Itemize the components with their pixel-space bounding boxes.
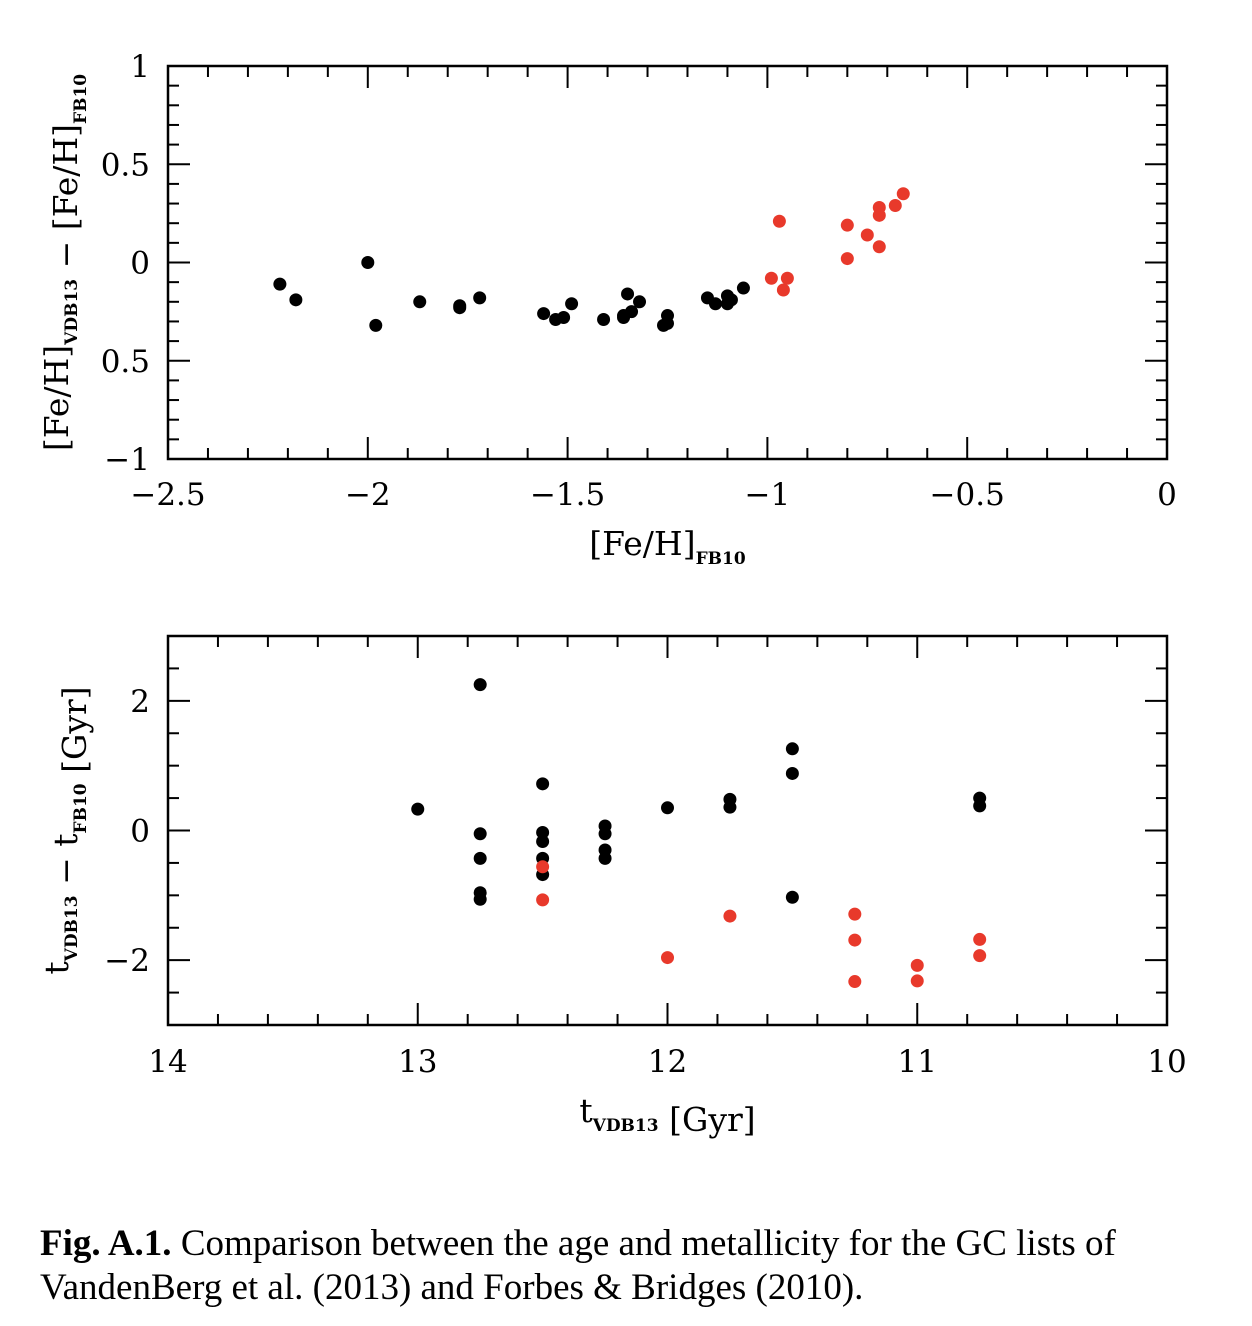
data-point-red — [840, 218, 854, 232]
data-point-red — [910, 958, 924, 972]
data-point-red — [872, 208, 886, 222]
x-tick-label: −2 — [345, 477, 391, 513]
data-point-black — [413, 295, 427, 309]
data-point-black — [473, 291, 487, 305]
x-tick-label: 11 — [898, 1044, 937, 1080]
data-point-black — [473, 827, 487, 841]
data-point-black — [453, 301, 467, 315]
data-point-red — [896, 187, 910, 201]
plot-frame — [166, 64, 1169, 461]
x-axis-label: [Fe/H]FB10 — [589, 524, 746, 569]
data-point-black — [289, 293, 303, 307]
data-point-red — [872, 240, 886, 254]
data-point-black — [536, 777, 550, 791]
y-tick-label: 0 — [130, 246, 150, 282]
figure-canvas: −2.5 −2 −1.5 −1 −0.5 0 −1 0.5 0 0.5 1 [Fe/H]FB10 [Fe… — [37, 49, 1187, 1139]
data-point-red — [661, 951, 674, 965]
data-point-black — [598, 827, 612, 841]
x-axis-label: tVDB13 [Gyr] — [579, 1091, 755, 1139]
y-tick-label: 2 — [130, 684, 150, 720]
data-point-red — [723, 909, 737, 923]
data-point-black — [785, 766, 799, 780]
data-point-red — [860, 228, 874, 242]
data-point-black — [724, 293, 738, 307]
data-point-black — [361, 256, 375, 269]
x-tick-label: −1 — [745, 477, 791, 513]
data-point-red — [973, 949, 987, 963]
data-point-black — [708, 297, 722, 311]
data-point-black — [369, 318, 383, 332]
y-axis-label: [Fe/H]VDB13 − [Fe/H]FB10 — [37, 74, 91, 451]
data-point-black — [473, 678, 487, 692]
data-point-black — [625, 305, 639, 319]
data-point-black — [661, 801, 674, 815]
data-point-black — [557, 311, 571, 325]
data-point-red — [848, 907, 862, 921]
data-point-red — [910, 974, 924, 988]
x-tick-label: 12 — [648, 1044, 687, 1080]
data-point-red — [848, 975, 862, 989]
data-point-black — [565, 297, 579, 311]
data-point-black — [473, 851, 487, 865]
plot-frame — [166, 634, 1169, 1027]
data-point-black — [411, 802, 425, 816]
data-point-black — [536, 835, 550, 849]
y-axis-label: tVDB13 − tFB10 [Gyr] — [37, 686, 94, 974]
data-point-black — [785, 742, 799, 756]
x-tick-label: 10 — [1147, 1044, 1186, 1080]
x-tick-label: −2.5 — [130, 477, 205, 513]
data-point-red — [536, 860, 550, 874]
data-point-black — [785, 890, 799, 904]
data-point-red — [772, 214, 786, 228]
data-point-black — [598, 851, 612, 865]
data-point-black — [273, 277, 287, 291]
y-tick-label: 0.5 — [101, 344, 150, 380]
x-tick-label: 14 — [148, 1044, 187, 1080]
data-point-black — [973, 799, 987, 813]
y-tick-label: 1 — [130, 49, 150, 85]
x-tick-label: 0 — [1157, 477, 1177, 513]
data-point-black — [536, 825, 550, 839]
y-tick-label: 0.5 — [101, 147, 150, 183]
data-point-red — [776, 283, 790, 297]
caption-label: Fig. A.1. — [40, 1223, 172, 1264]
x-tick-label: −1.5 — [530, 477, 605, 513]
data-point-black — [723, 800, 737, 814]
data-point-red — [888, 199, 902, 213]
data-point-black — [736, 281, 750, 295]
data-point-black — [537, 307, 551, 321]
data-point-black — [473, 892, 487, 906]
data-point-red — [780, 271, 794, 285]
data-point-black — [597, 312, 611, 326]
top-panel-metallicity: −2.5 −2 −1.5 −1 −0.5 0 −1 0.5 0 0.5 1 [Fe/H]FB10 [Fe… — [37, 49, 1177, 569]
x-tick-label: −0.5 — [930, 477, 1005, 513]
figure-caption: Fig. A.1. Comparison between the age and… — [40, 1222, 1235, 1310]
caption-text: Comparison between the age and metallici… — [40, 1223, 1116, 1308]
y-tick-label: −1 — [104, 442, 150, 478]
data-point-red — [536, 893, 550, 907]
data-point-red — [840, 252, 854, 266]
data-point-red — [764, 271, 778, 285]
bottom-panel-age: 14 13 12 11 10 −2 0 2 tVDB13 [Gyr] tVDB13 − tFB10… — [37, 634, 1187, 1139]
x-tick-label: 13 — [398, 1044, 437, 1080]
y-tick-label: 0 — [130, 814, 150, 850]
data-point-black — [621, 287, 635, 301]
y-tick-label: −2 — [104, 943, 150, 979]
data-point-red — [848, 933, 862, 947]
data-point-red — [973, 932, 987, 946]
data-point-black — [661, 309, 674, 323]
data-point-black — [633, 295, 647, 309]
